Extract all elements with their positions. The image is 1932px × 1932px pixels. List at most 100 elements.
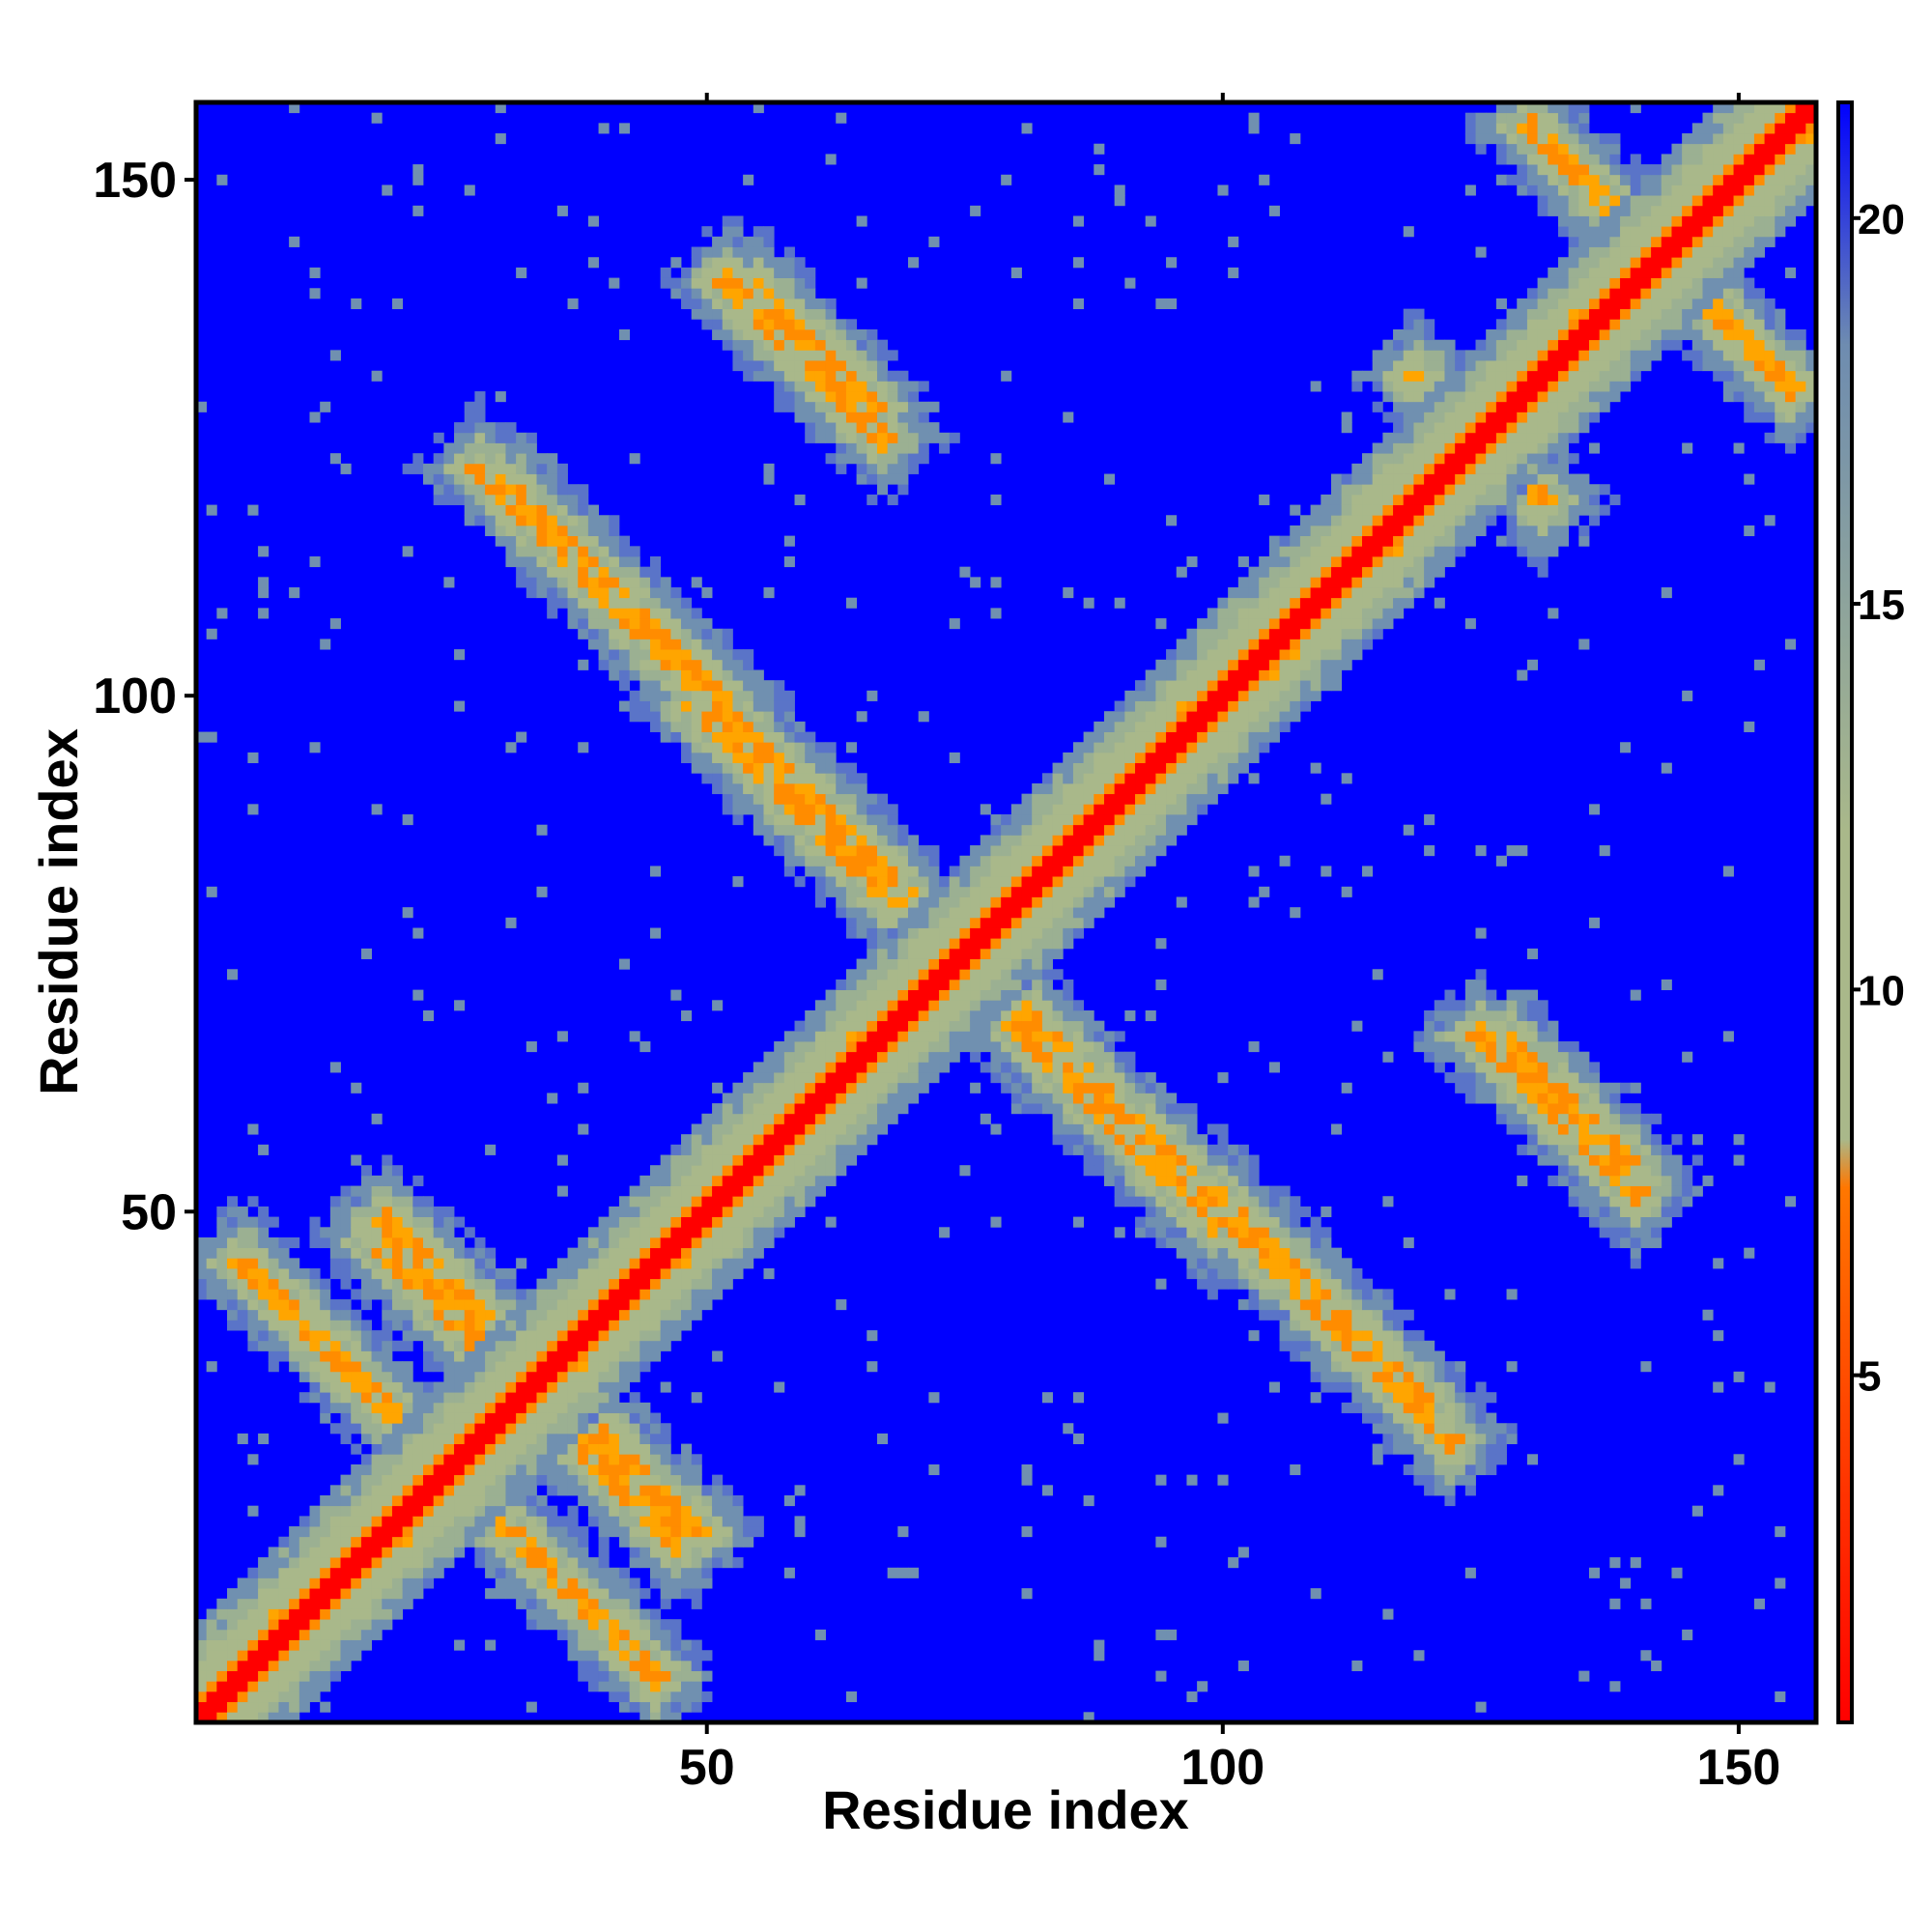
heatmap-cell [649, 1423, 662, 1435]
heatmap-cell [578, 566, 589, 578]
heatmap-cell [516, 555, 527, 568]
heatmap-cell [970, 1041, 981, 1053]
heatmap-cell [670, 680, 682, 692]
heatmap-cell [1001, 1082, 1012, 1094]
heatmap-cell [1237, 555, 1249, 568]
heatmap-cell [670, 1206, 682, 1217]
heatmap-cell [908, 401, 920, 412]
heatmap-cell [536, 577, 548, 588]
heatmap-cell [1393, 1443, 1405, 1455]
heatmap-cell [526, 1598, 537, 1609]
heatmap-cell [1341, 577, 1352, 588]
heatmap-cell [670, 1289, 682, 1300]
heatmap-cell [1248, 1196, 1260, 1208]
heatmap-cell [732, 762, 744, 774]
heatmap-cell [1197, 1185, 1208, 1197]
heatmap-cell [681, 1185, 693, 1197]
heatmap-cell [1299, 618, 1311, 630]
heatmap-cell [351, 1629, 362, 1640]
heatmap-cell [443, 1536, 455, 1548]
heatmap-cell [1321, 1320, 1332, 1331]
heatmap-cell [1186, 659, 1198, 670]
heatmap-cell [660, 1289, 671, 1300]
heatmap-cell [309, 1577, 321, 1589]
heatmap-cell [433, 1443, 444, 1455]
heatmap-cell [691, 1196, 702, 1208]
heatmap-cell [1072, 1103, 1085, 1115]
heatmap-cell [1021, 1009, 1033, 1022]
heatmap-cell [505, 1454, 517, 1465]
heatmap-cell [1310, 1392, 1321, 1404]
heatmap-cell [980, 969, 991, 980]
heatmap-cell [1197, 639, 1208, 650]
heatmap-cell [1041, 866, 1053, 877]
heatmap-cell [763, 1093, 775, 1104]
heatmap-cell [629, 597, 640, 609]
heatmap-cell [867, 938, 878, 950]
heatmap-cell [422, 1268, 435, 1280]
heatmap-cell [670, 1196, 682, 1208]
heatmap-cell [629, 1650, 640, 1662]
heatmap-cell [505, 742, 517, 753]
heatmap-cell [1032, 804, 1043, 815]
heatmap-cell [959, 855, 971, 867]
heatmap-cell [587, 628, 599, 639]
heatmap-cell [289, 1258, 300, 1269]
heatmap-cell [825, 814, 837, 826]
heatmap-cell [670, 1247, 682, 1259]
heatmap-cell [691, 1165, 702, 1177]
heatmap-cell [629, 608, 640, 619]
heatmap-cell [1382, 463, 1394, 474]
heatmap-cell [618, 1690, 631, 1703]
heatmap-cell [1094, 1113, 1105, 1124]
heatmap-cell [691, 1495, 702, 1507]
heatmap-cell [1052, 1123, 1064, 1135]
heatmap-cell [856, 442, 867, 454]
heatmap-cell [670, 1175, 682, 1186]
heatmap-cell [774, 1103, 785, 1115]
heatmap-cell [536, 1588, 548, 1600]
heatmap-cell [609, 639, 620, 650]
heatmap-cell [1393, 1402, 1405, 1413]
heatmap-cell [443, 1433, 455, 1444]
heatmap-cell [1341, 1320, 1352, 1331]
heatmap-cell [970, 907, 981, 919]
heatmap-cell [794, 277, 806, 289]
heatmap-cell [1321, 1309, 1332, 1321]
heatmap-cell [1290, 546, 1301, 557]
heatmap-cell [587, 555, 599, 568]
heatmap-cell [763, 721, 775, 732]
heatmap-cell [712, 639, 724, 650]
heatmap-cell [360, 1505, 372, 1517]
heatmap-cell [598, 1443, 610, 1455]
heatmap-cell [1186, 1165, 1198, 1177]
heatmap-cell [1124, 742, 1136, 753]
heatmap-cell [1321, 1236, 1332, 1249]
heatmap-cell [485, 1474, 497, 1486]
heatmap-cell [278, 1289, 290, 1300]
heatmap-cell [783, 700, 795, 712]
heatmap-cell [320, 1289, 331, 1300]
heatmap-cell [1114, 185, 1125, 196]
heatmap-cell [629, 555, 640, 568]
heatmap-cell [289, 1547, 300, 1558]
heatmap-cell [547, 1463, 558, 1476]
heatmap-cell [443, 494, 455, 505]
heatmap-cell [329, 1062, 341, 1073]
heatmap-cell [1155, 782, 1167, 795]
heatmap-cell [1083, 804, 1094, 815]
heatmap-cell [598, 1681, 610, 1692]
heatmap-cell [1124, 1113, 1136, 1124]
heatmap-cell [783, 298, 795, 310]
heatmap-cell [825, 1062, 837, 1073]
heatmap-cell [391, 1433, 404, 1444]
heatmap-cell [908, 969, 920, 980]
heatmap-cell [402, 1588, 413, 1600]
heatmap-cell [618, 1299, 631, 1311]
heatmap-cell [990, 927, 1002, 939]
heatmap-cell [1393, 515, 1405, 526]
heatmap-cell [918, 989, 929, 1001]
heatmap-cell [206, 1701, 217, 1713]
heatmap-cell [1135, 690, 1147, 701]
heatmap-cell [774, 731, 785, 743]
